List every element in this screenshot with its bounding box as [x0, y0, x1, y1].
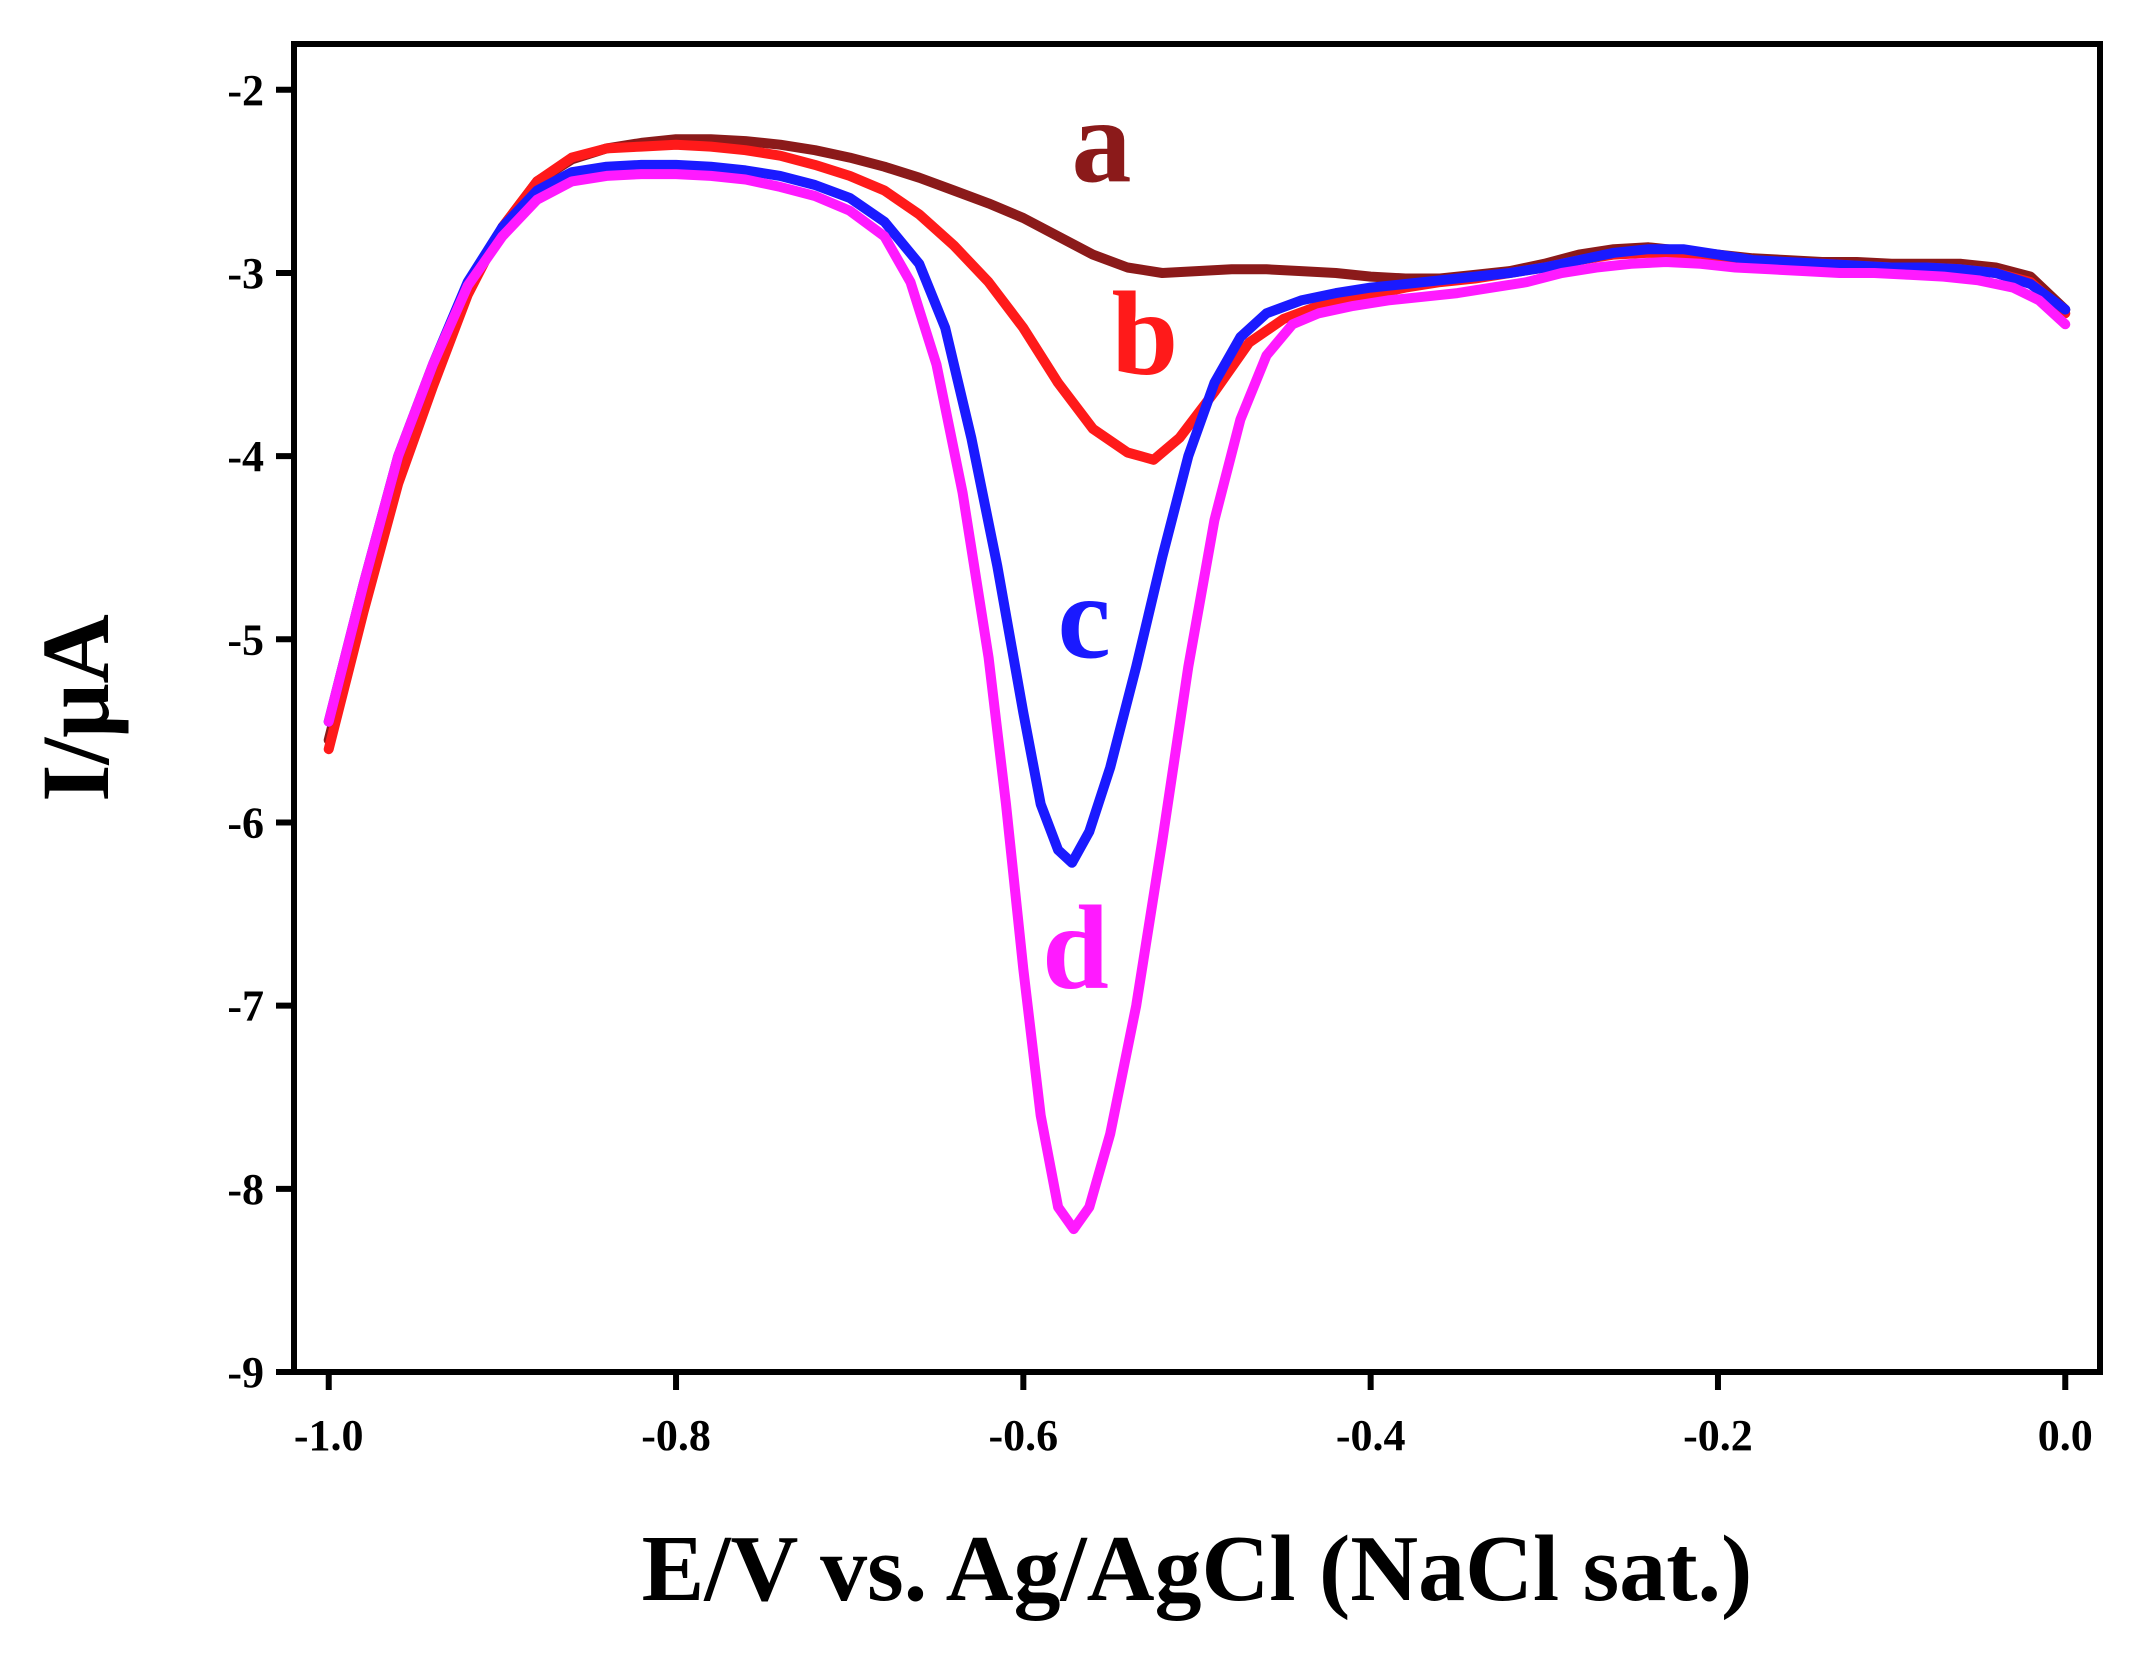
x-tick-label: -0.2	[1683, 1411, 1753, 1460]
x-tick-label: -0.8	[641, 1411, 711, 1460]
series-label-c: c	[1057, 551, 1110, 684]
y-tick-label: -9	[227, 1348, 264, 1397]
plot-frame	[291, 41, 2103, 1375]
y-tick-label: -2	[227, 66, 264, 115]
series-layer	[323, 134, 2071, 1235]
x-tick-label: -1.0	[294, 1411, 364, 1460]
x-tick-label: -0.4	[1336, 1411, 1406, 1460]
series-label-a: a	[1071, 74, 1131, 207]
y-tick-label: -3	[227, 249, 264, 298]
y-axis-title: I/μA	[22, 614, 129, 802]
x-tick-label: -0.6	[989, 1411, 1059, 1460]
series-label-d: d	[1042, 880, 1109, 1013]
x-axis-title: E/V vs. Ag/AgCl (NaCl sat.)	[642, 1517, 1753, 1621]
y-tick-label: -5	[227, 615, 264, 664]
series-line-c	[323, 159, 2071, 868]
y-tick-label: -7	[227, 982, 264, 1031]
y-tick-label: -4	[227, 432, 264, 481]
series-line-d	[323, 169, 2071, 1235]
x-tick-label: 0.0	[2038, 1411, 2093, 1460]
series-labels: ab c d	[1042, 74, 1178, 1013]
y-axis: -2 -3 -4 -5 -6 -7 -8 -9	[227, 66, 294, 1397]
y-tick-label: -8	[227, 1165, 264, 1214]
x-axis: -1.0 -0.8 -0.6 -0.4 -0.2 0.0	[294, 1372, 2093, 1460]
y-tick-label: -6	[227, 798, 264, 847]
series-label-b: b	[1112, 267, 1179, 400]
